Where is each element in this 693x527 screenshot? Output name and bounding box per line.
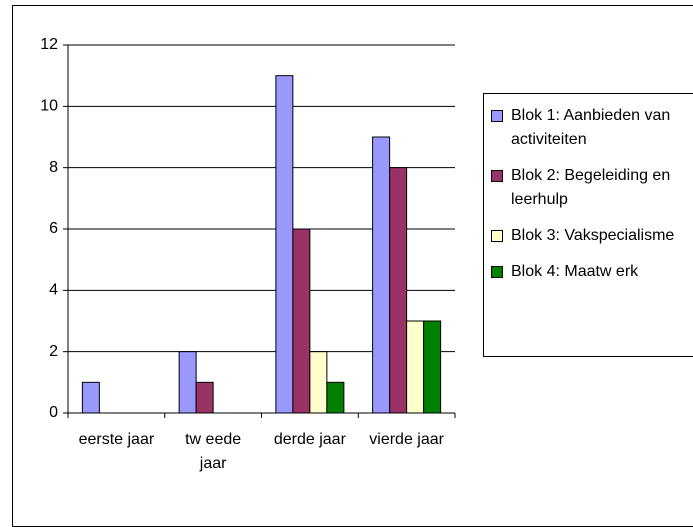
bar (326, 381, 345, 414)
legend-label: Blok 1: Aanbieden van activiteiten (511, 107, 671, 148)
legend-entry: Blok 2: Begeleiding en leerhulp (491, 164, 693, 212)
y-tick-label: 4 (49, 282, 58, 299)
legend-entry: Blok 3: Vakspecialisme (491, 224, 693, 248)
y-tick-label: 8 (49, 159, 58, 176)
x-tick-label: eerste jaar (78, 431, 155, 448)
legend-label: Blok 2: Begeleiding en leerhulp (511, 167, 671, 208)
legend-swatch (491, 110, 503, 122)
legend-label: Blok 3: Vakspecialisme (511, 227, 675, 244)
chart: 0 2 4 6 8 10 12 Blok 1: Aanbieden van activite… (12, 5, 693, 527)
bar (195, 381, 214, 414)
y-tick-label: 6 (49, 220, 58, 237)
bar (423, 320, 442, 414)
y-tick-label: 12 (40, 36, 58, 53)
bar (406, 320, 425, 414)
bar (81, 381, 100, 414)
legend-swatch (491, 266, 503, 278)
plot: 0 2 4 6 8 10 12 (40, 36, 456, 421)
x-tick-label: derde jaar (273, 431, 346, 448)
bar (372, 136, 391, 414)
bar (309, 351, 328, 414)
legend-swatch (491, 230, 503, 242)
legend-entry: Blok 1: Aanbieden van activiteiten (491, 104, 693, 152)
bar (292, 228, 311, 414)
legend: Blok 1: Aanbieden van activiteiten Blok 2… (483, 93, 693, 357)
bar (178, 351, 197, 414)
bar (389, 167, 408, 414)
y-tick-label: 10 (40, 98, 58, 115)
legend-entry: Blok 4: Maatw erk (491, 260, 693, 284)
legend-swatch (491, 170, 503, 182)
y-tick-label: 2 (49, 343, 58, 360)
x-tick-label: vierde jaar (369, 431, 444, 448)
legend-label: Blok 4: Maatw erk (511, 263, 639, 280)
x-tick-label: tw eede jaar (185, 431, 242, 472)
y-tick-label: 0 (49, 404, 58, 421)
bar (275, 75, 294, 414)
